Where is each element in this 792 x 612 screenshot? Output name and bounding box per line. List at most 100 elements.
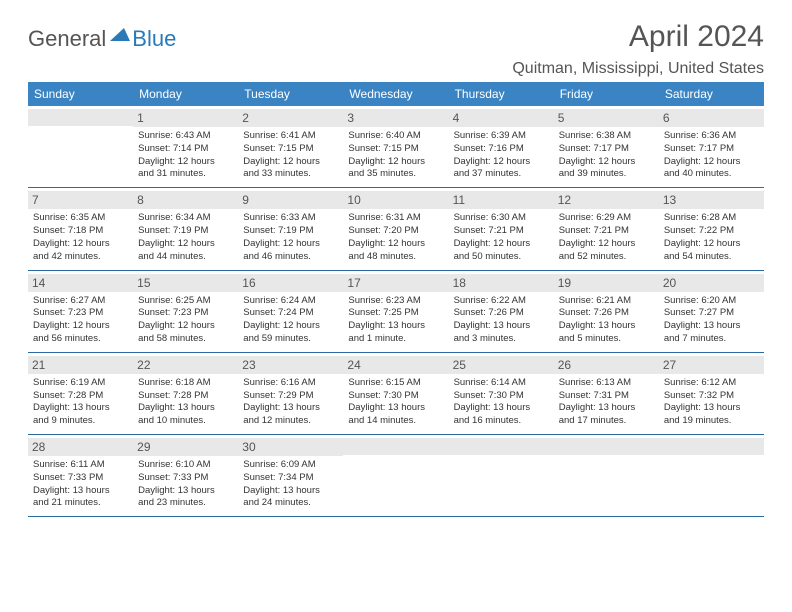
sunrise-text: Sunrise: 6:21 AM — [559, 295, 654, 308]
calendar-cell — [659, 435, 764, 516]
sunrise-text: Sunrise: 6:31 AM — [348, 212, 443, 225]
daylight-text: Daylight: 12 hours — [243, 156, 338, 169]
daylight-text: Daylight: 13 hours — [243, 485, 338, 498]
daylight-text: Daylight: 12 hours — [454, 238, 549, 251]
calendar-cell: 4Sunrise: 6:39 AMSunset: 7:16 PMDaylight… — [449, 106, 554, 187]
day-number: 10 — [343, 191, 448, 209]
sunset-text: Sunset: 7:17 PM — [559, 143, 654, 156]
sunset-text: Sunset: 7:33 PM — [33, 472, 128, 485]
calendar-cell: 7Sunrise: 6:35 AMSunset: 7:18 PMDaylight… — [28, 188, 133, 269]
sunset-text: Sunset: 7:23 PM — [138, 307, 233, 320]
calendar-cell: 25Sunrise: 6:14 AMSunset: 7:30 PMDayligh… — [449, 353, 554, 434]
daylight-text: and 19 minutes. — [664, 415, 759, 428]
empty-day — [659, 438, 764, 455]
calendar-cell: 26Sunrise: 6:13 AMSunset: 7:31 PMDayligh… — [554, 353, 659, 434]
calendar-cell: 20Sunrise: 6:20 AMSunset: 7:27 PMDayligh… — [659, 271, 764, 352]
daylight-text: Daylight: 13 hours — [559, 320, 654, 333]
calendar-cell: 16Sunrise: 6:24 AMSunset: 7:24 PMDayligh… — [238, 271, 343, 352]
daylight-text: Daylight: 12 hours — [138, 320, 233, 333]
sunrise-text: Sunrise: 6:28 AM — [664, 212, 759, 225]
logo: General Blue — [28, 26, 176, 52]
calendar-cell — [28, 106, 133, 187]
day-number: 30 — [238, 438, 343, 456]
daylight-text: Daylight: 12 hours — [33, 238, 128, 251]
sunset-text: Sunset: 7:25 PM — [348, 307, 443, 320]
daylight-text: and 50 minutes. — [454, 251, 549, 264]
daylight-text: and 42 minutes. — [33, 251, 128, 264]
daylight-text: Daylight: 12 hours — [348, 156, 443, 169]
daylight-text: and 56 minutes. — [33, 333, 128, 346]
daylight-text: and 39 minutes. — [559, 168, 654, 181]
daylight-text: Daylight: 12 hours — [243, 320, 338, 333]
calendar-cell: 9Sunrise: 6:33 AMSunset: 7:19 PMDaylight… — [238, 188, 343, 269]
day-header-thu: Thursday — [449, 82, 554, 106]
daylight-text: Daylight: 13 hours — [454, 402, 549, 415]
sunrise-text: Sunrise: 6:41 AM — [243, 130, 338, 143]
daylight-text: and 12 minutes. — [243, 415, 338, 428]
empty-day — [449, 438, 554, 455]
day-number: 14 — [28, 274, 133, 292]
calendar-cell: 1Sunrise: 6:43 AMSunset: 7:14 PMDaylight… — [133, 106, 238, 187]
sunrise-text: Sunrise: 6:20 AM — [664, 295, 759, 308]
calendar-row: 21 Sunrise: 6:19 AMSunset: 7:28 PM Dayligh… — [28, 353, 764, 435]
page-header: General Blue April 2024 Quitman, Mississ… — [28, 20, 764, 78]
sunset-text: Sunset: 7:15 PM — [243, 143, 338, 156]
daylight-text: Daylight: 12 hours — [559, 238, 654, 251]
sunrise-text: Sunrise: 6:11 AM — [33, 459, 128, 472]
calendar-row: 14Sunrise: 6:27 AMSunset: 7:23 PMDayligh… — [28, 271, 764, 353]
day-header-fri: Friday — [554, 82, 659, 106]
calendar-row: 7Sunrise: 6:35 AMSunset: 7:18 PMDaylight… — [28, 188, 764, 270]
day-number: 9 — [238, 191, 343, 209]
day-number: 4 — [449, 109, 554, 127]
day-number: 21 — [28, 356, 133, 374]
sunrise-text: Sunrise: 6:38 AM — [559, 130, 654, 143]
calendar-cell: 12Sunrise: 6:29 AMSunset: 7:21 PMDayligh… — [554, 188, 659, 269]
daylight-text: and 31 minutes. — [138, 168, 233, 181]
daylight-text: Daylight: 13 hours — [559, 402, 654, 415]
sunset-text: Sunset: 7:21 PM — [454, 225, 549, 238]
sunset-text: Sunset: 7:23 PM — [33, 307, 128, 320]
sunrise-text: Sunrise: 6:33 AM — [243, 212, 338, 225]
sunrise-text: Sunrise: 6:14 AM — [454, 377, 549, 390]
sunrise-text: Sunrise: 6:29 AM — [559, 212, 654, 225]
daylight-text: Daylight: 12 hours — [348, 238, 443, 251]
day-number: 1 — [133, 109, 238, 127]
sunrise-text: Sunrise: 6:19 AM — [33, 377, 128, 390]
day-number: 24 — [343, 356, 448, 374]
calendar-cell: 27Sunrise: 6:12 AMSunset: 7:32 PMDayligh… — [659, 353, 764, 434]
sunset-text: Sunset: 7:20 PM — [348, 225, 443, 238]
day-number: 2 — [238, 109, 343, 127]
day-header-wed: Wednesday — [343, 82, 448, 106]
day-number: 18 — [449, 274, 554, 292]
daylight-text: Daylight: 13 hours — [138, 485, 233, 498]
sunrise-text: Sunrise: 6:43 AM — [138, 130, 233, 143]
calendar-cell: 13Sunrise: 6:28 AMSunset: 7:22 PMDayligh… — [659, 188, 764, 269]
calendar-cell: 6Sunrise: 6:36 AMSunset: 7:17 PMDaylight… — [659, 106, 764, 187]
sunrise-text: Sunrise: 6:25 AM — [138, 295, 233, 308]
logo-triangle-icon — [110, 25, 130, 46]
daylight-text: and 33 minutes. — [243, 168, 338, 181]
sunset-text: Sunset: 7:17 PM — [664, 143, 759, 156]
daylight-text: Daylight: 13 hours — [348, 402, 443, 415]
sunrise-text: Sunrise: 6:13 AM — [559, 377, 654, 390]
calendar-cell: 18Sunrise: 6:22 AMSunset: 7:26 PMDayligh… — [449, 271, 554, 352]
day-number: 8 — [133, 191, 238, 209]
daylight-text: and 35 minutes. — [348, 168, 443, 181]
calendar-cell: 30Sunrise: 6:09 AMSunset: 7:34 PMDayligh… — [238, 435, 343, 516]
logo-text-general: General — [28, 26, 106, 52]
daylight-text: Daylight: 13 hours — [243, 402, 338, 415]
day-number: 7 — [28, 191, 133, 209]
daylight-text: and 14 minutes. — [348, 415, 443, 428]
calendar-cell: 21Sunrise: 6:19 AMSunset: 7:28 PMDayligh… — [28, 353, 133, 434]
sunset-text: Sunset: 7:28 PM — [33, 390, 128, 403]
calendar-cell: 3Sunrise: 6:40 AMSunset: 7:15 PMDaylight… — [343, 106, 448, 187]
sunset-text: Sunset: 7:29 PM — [243, 390, 338, 403]
day-number: 12 — [554, 191, 659, 209]
sunrise-text: Sunrise: 6:23 AM — [348, 295, 443, 308]
calendar-body: 1Sunrise: 6:43 AMSunset: 7:14 PMDaylight… — [28, 106, 764, 517]
sunset-text: Sunset: 7:26 PM — [559, 307, 654, 320]
daylight-text: and 40 minutes. — [664, 168, 759, 181]
calendar-cell — [449, 435, 554, 516]
day-number: 28 — [28, 438, 133, 456]
daylight-text: and 46 minutes. — [243, 251, 338, 264]
